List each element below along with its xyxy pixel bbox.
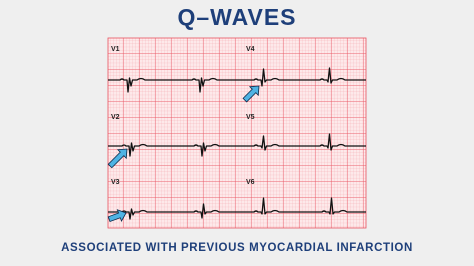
caption: ASSOCIATED WITH PREVIOUS MYOCARDIAL INFA… — [61, 242, 413, 254]
ecg-panel: V1 V2 V3 V4 V5 V6 — [107, 37, 367, 229]
ecg-trace — [108, 67, 366, 93]
lead-label: V6 — [246, 179, 255, 186]
arrow — [242, 85, 260, 103]
traces — [108, 67, 366, 220]
lead-label: V3 — [111, 179, 120, 186]
arrows — [107, 85, 260, 223]
lead-label: V5 — [246, 114, 255, 121]
lead-label: V4 — [246, 46, 255, 53]
ecg-grid — [107, 37, 367, 229]
ecg-trace — [108, 133, 366, 157]
ecg-trace — [108, 197, 366, 220]
lead-label: V1 — [111, 46, 120, 53]
arrow — [107, 148, 128, 169]
arrow — [107, 209, 127, 223]
title: Q–WAVES — [177, 4, 296, 30]
lead-label: V2 — [111, 114, 120, 121]
